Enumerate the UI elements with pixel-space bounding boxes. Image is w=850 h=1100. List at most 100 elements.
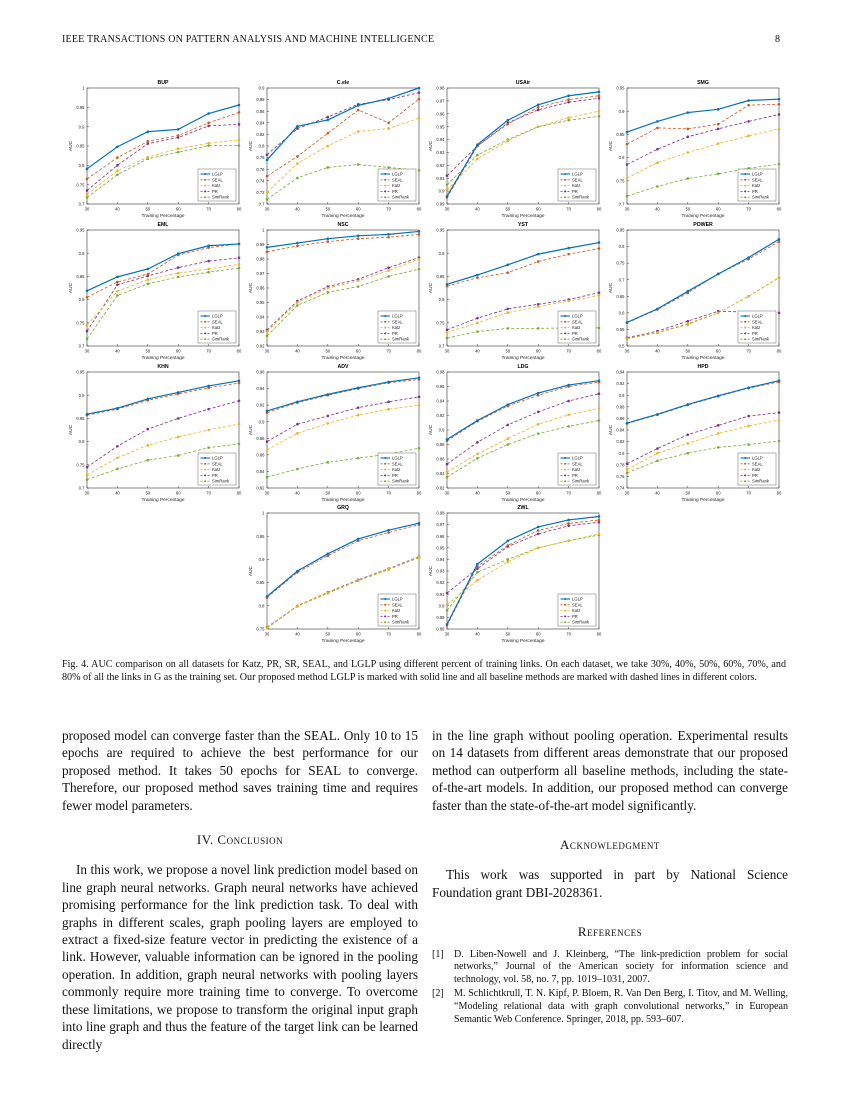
- x-axis-label: Training Percentage: [321, 497, 364, 503]
- legend-label: Katz: [392, 325, 400, 330]
- chart-yst: YST 0.7 0.75 0.8 0.85 0.9 0.95 30 40 50 60 70 80 Trai…: [428, 222, 602, 361]
- data-point: [716, 127, 720, 131]
- data-point: [536, 546, 540, 550]
- data-point: [417, 395, 421, 399]
- chart-title: ADV: [338, 364, 349, 370]
- y-tick-label: 0.88: [256, 436, 265, 441]
- legend-marker: [384, 598, 387, 600]
- chart-title: POWER: [693, 222, 713, 228]
- data-point: [625, 163, 629, 166]
- running-header: IEEE TRANSACTIONS ON PATTERN ANALYSIS AN…: [62, 34, 435, 45]
- data-point: [417, 86, 421, 90]
- data-point: [476, 578, 479, 582]
- data-point: [506, 263, 510, 267]
- data-point: [417, 233, 421, 236]
- legend-marker: [204, 474, 207, 477]
- series-line-simrank: [446, 115, 600, 185]
- legend-marker: [384, 173, 387, 175]
- y-tick-label: 0.89: [436, 202, 445, 207]
- data-point: [176, 275, 180, 279]
- data-point: [237, 399, 241, 403]
- chart-ldg: LDG 0.82 0.84 0.86 0.88 0.9 0.92 0.94 0.96 0.98 30…: [428, 364, 602, 503]
- data-point: [176, 417, 180, 420]
- chart-c-ele: C.ele 0.7 0.72 0.74 0.76 0.78 0.8 0.82 0.84 0.86 0…: [248, 80, 422, 219]
- legend-label: SimRank: [752, 479, 770, 484]
- legend-label: PR: [572, 614, 578, 619]
- x-tick-label: 60: [536, 632, 541, 637]
- data-point: [476, 316, 479, 320]
- legend-marker: [744, 320, 747, 323]
- data-point: [536, 252, 540, 256]
- data-point: [747, 424, 750, 428]
- y-axis-label: AUC: [608, 140, 614, 151]
- legend-label: SEAL: [572, 177, 583, 182]
- x-axis-label: Training Percentage: [501, 355, 544, 361]
- data-point: [356, 104, 360, 107]
- x-tick-label: 70: [386, 207, 391, 212]
- legend-label: PR: [572, 331, 578, 336]
- legend-marker: [744, 457, 747, 459]
- chart-usair: USAir 0.89 0.9 0.91 0.92 0.93 0.94 0.95 0.96 0.97…: [428, 80, 602, 219]
- data-point: [445, 183, 449, 186]
- data-point: [445, 336, 449, 340]
- y-tick-label: 0.75: [76, 462, 85, 467]
- y-tick-label: 0.86: [256, 109, 265, 114]
- chart-bup: BUP 0.7 0.75 0.8 0.85 0.9 0.95 1 30 40 50 60 70 80 Tra…: [68, 80, 242, 219]
- data-point: [536, 529, 540, 532]
- data-point: [417, 376, 421, 380]
- series-line-simrank: [266, 447, 420, 478]
- y-tick-label: 0.86: [616, 416, 625, 421]
- x-tick-label: 40: [295, 349, 300, 354]
- data-point: [207, 246, 210, 249]
- legend-marker: [204, 184, 207, 187]
- data-point: [116, 275, 119, 279]
- figure-4-charts: BUP 0.7 0.75 0.8 0.85 0.9 0.95 1 30 40 50 60 70 80 Tra…: [68, 80, 782, 644]
- data-point: [85, 167, 89, 171]
- legend-marker: [564, 480, 567, 483]
- data-point: [445, 331, 449, 334]
- data-point: [176, 150, 180, 154]
- data-point: [476, 273, 479, 277]
- data-point: [85, 323, 89, 327]
- x-tick-label: 30: [265, 349, 270, 354]
- data-point: [476, 419, 479, 422]
- x-tick-label: 70: [206, 349, 211, 354]
- y-tick-label: 0.9: [79, 393, 85, 398]
- y-tick-label: 0.9: [259, 419, 265, 424]
- y-tick-label: 1: [262, 511, 265, 516]
- data-point: [237, 242, 241, 246]
- x-tick-label: 30: [445, 632, 450, 637]
- x-tick-label: 50: [325, 491, 330, 496]
- x-tick-label: 60: [536, 491, 541, 496]
- series-line-lglp: [86, 380, 240, 415]
- legend-label: SimRank: [392, 195, 410, 200]
- legend-marker: [744, 190, 747, 193]
- data-point: [326, 554, 330, 557]
- data-point: [237, 123, 241, 126]
- data-point: [656, 307, 659, 311]
- x-tick-label: 60: [356, 349, 361, 354]
- x-tick-label: 40: [295, 632, 300, 637]
- data-point: [747, 294, 750, 298]
- legend-label: SimRank: [212, 479, 230, 484]
- y-tick-label: 0.76: [256, 167, 265, 172]
- y-axis-label: AUC: [68, 282, 74, 293]
- legend-label: SEAL: [392, 461, 403, 466]
- legend-label: Katz: [212, 467, 220, 472]
- legend-label: Katz: [752, 183, 760, 188]
- x-axis-label: Training Percentage: [321, 355, 364, 361]
- data-point: [716, 446, 720, 449]
- series-line-katz: [266, 117, 420, 193]
- data-point: [387, 528, 390, 532]
- data-point: [686, 135, 690, 139]
- series-line-katz: [446, 407, 600, 473]
- data-point: [716, 172, 720, 176]
- y-tick-label: 0.86: [256, 452, 265, 457]
- x-tick-label: 40: [295, 207, 300, 212]
- data-point: [265, 198, 269, 201]
- x-tick-label: 80: [417, 207, 422, 212]
- series-line-simrank: [86, 267, 240, 340]
- y-tick-label: 0.7: [619, 202, 625, 207]
- legend-label: PR: [212, 331, 218, 336]
- legend-marker: [564, 474, 567, 477]
